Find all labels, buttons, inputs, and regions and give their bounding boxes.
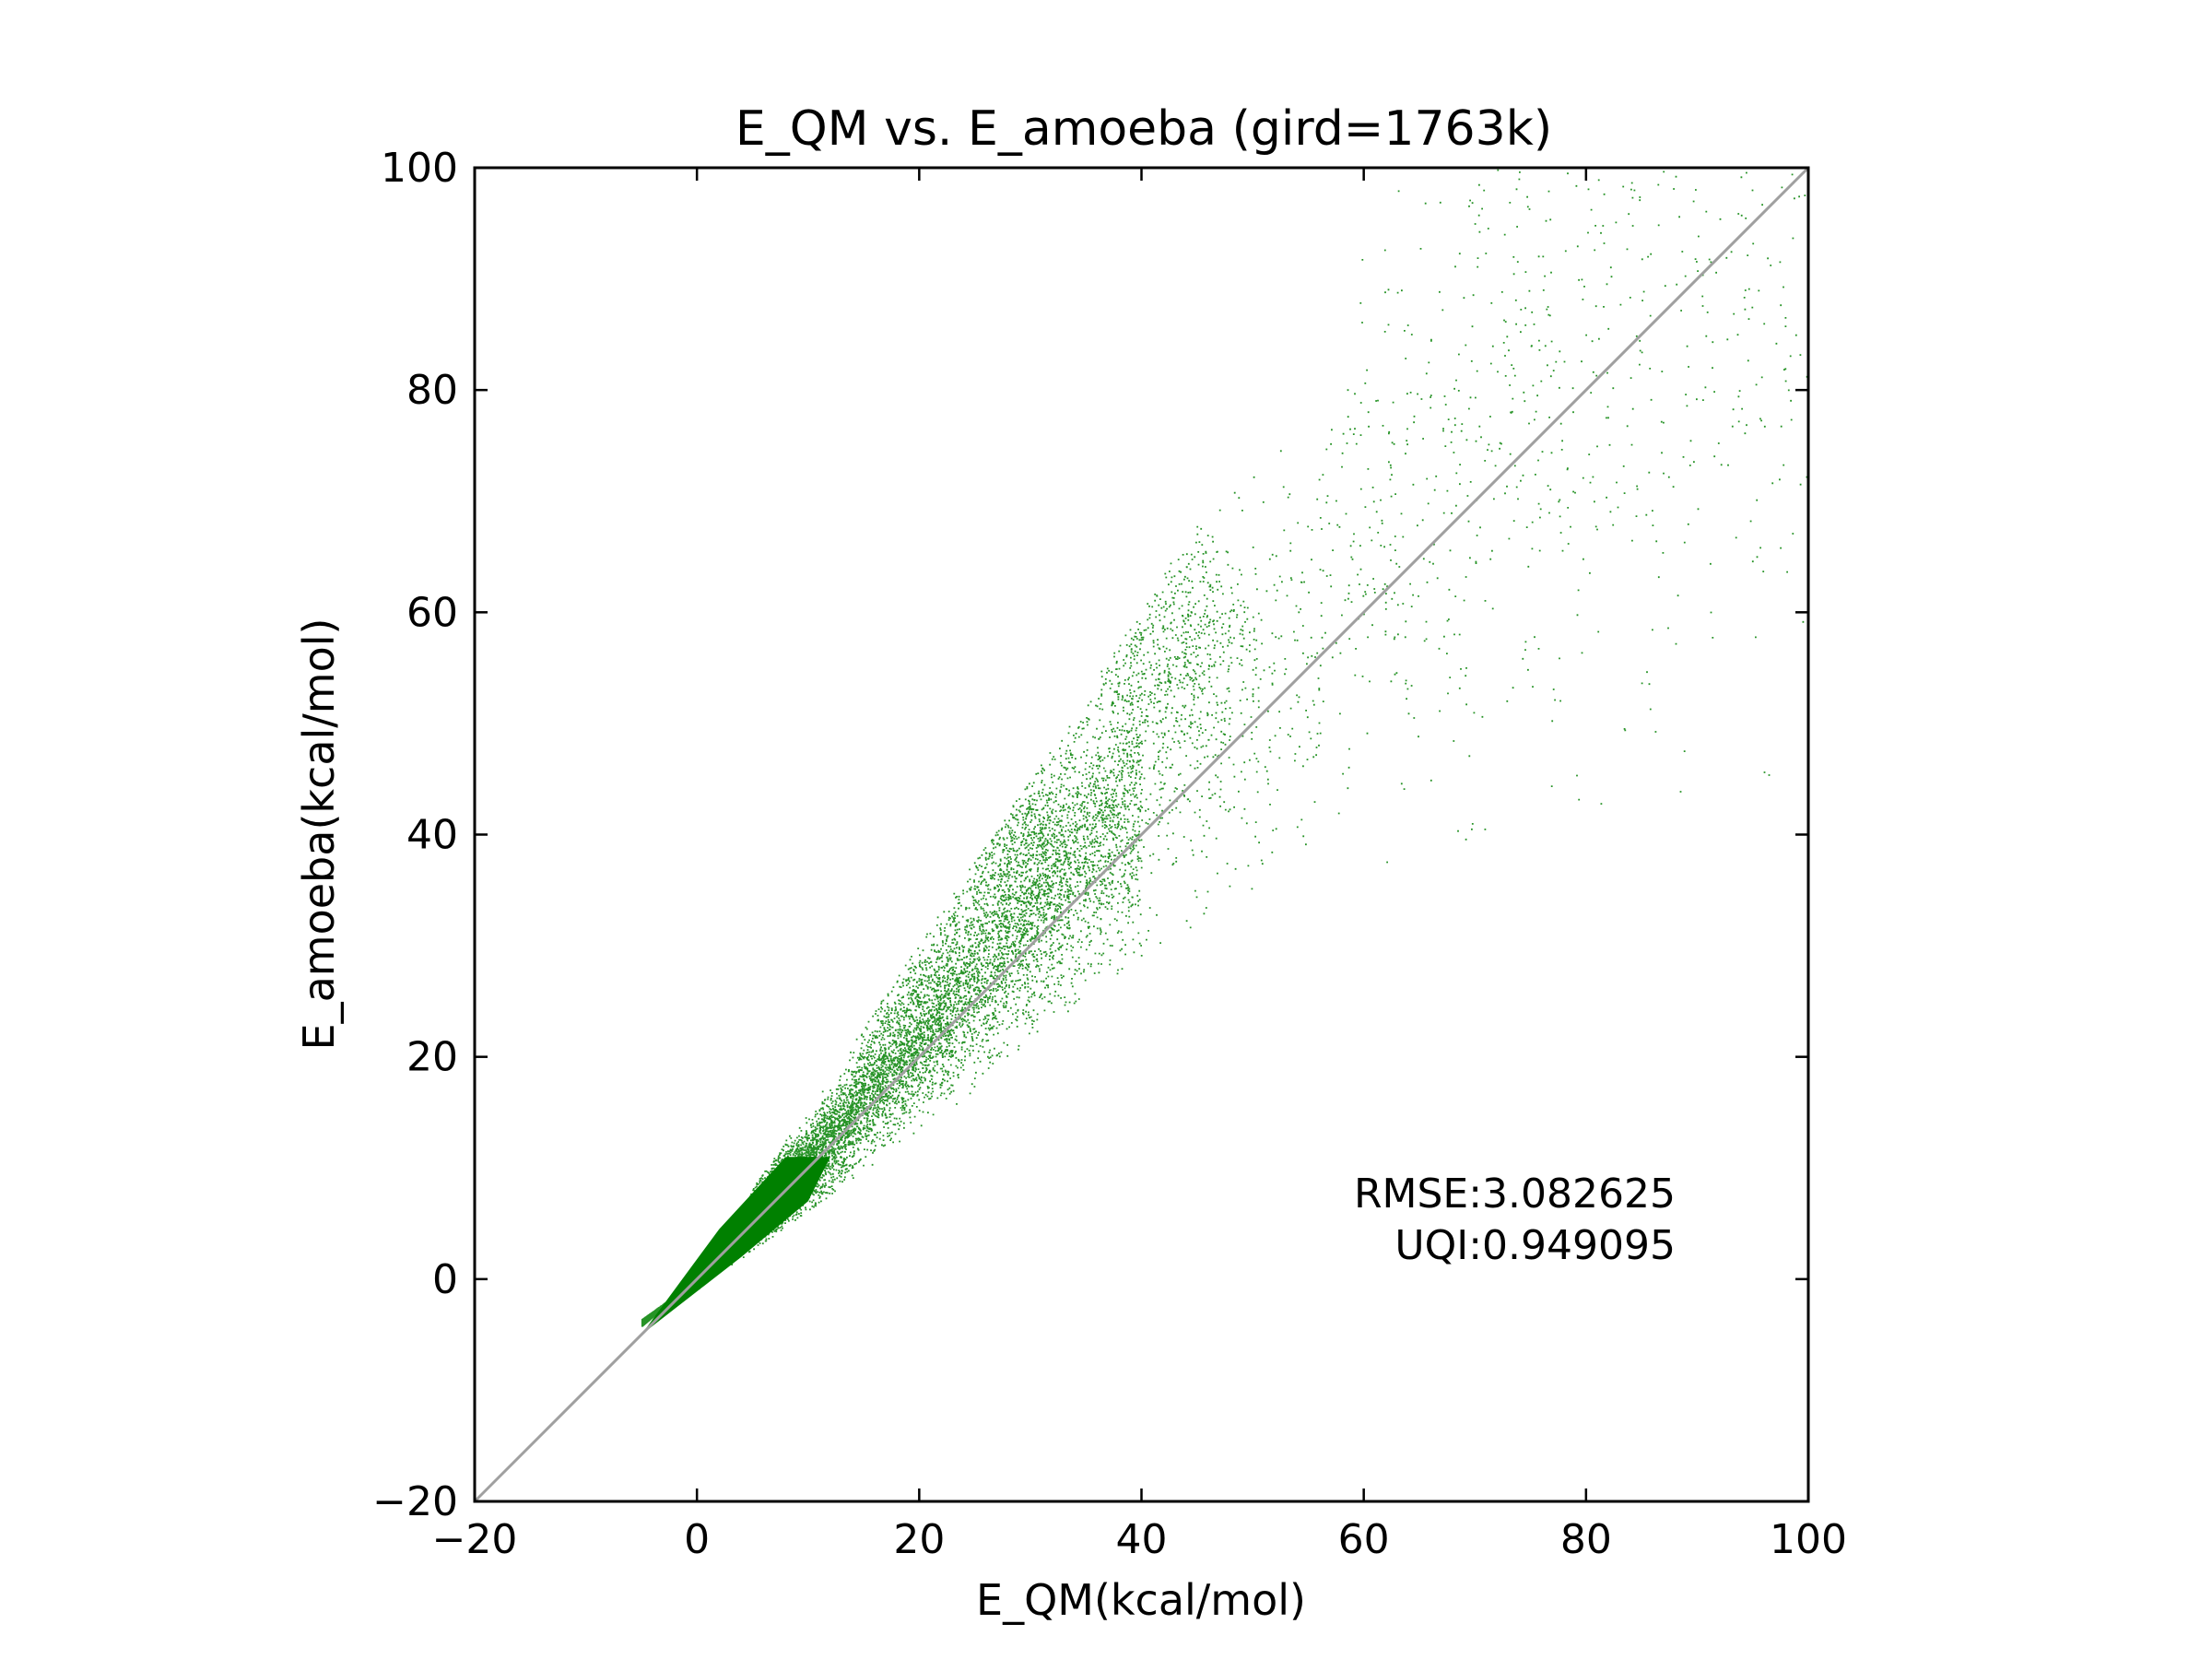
y-tick-label: 100: [381, 145, 458, 192]
x-tick-label: 20: [893, 1516, 945, 1563]
x-tick-label: 40: [1116, 1516, 1168, 1563]
reference-line: [473, 166, 1810, 1503]
x-tick-label: 100: [1770, 1516, 1847, 1563]
scatter-points: [641, 169, 1810, 1327]
y-tick-label: −20: [372, 1478, 458, 1525]
x-tick-label: 80: [1560, 1516, 1612, 1563]
dense-core: [641, 1157, 830, 1335]
y-tick-label: 0: [432, 1256, 458, 1303]
y-axis-label: E_amoeba(kcal/mol): [294, 618, 344, 1051]
y-tick-labels: −20 0 20 40 60 80 100: [372, 145, 458, 1525]
y-tick-label: 80: [406, 367, 458, 414]
chart-title: E_QM vs. E_amoeba (gird=1763k): [735, 101, 1552, 157]
x-tick-label: −20: [432, 1516, 518, 1563]
y-tick-label: 40: [406, 812, 458, 859]
y-tick-label: 20: [406, 1034, 458, 1081]
x-tick-label: 60: [1338, 1516, 1390, 1563]
x-tick-label: 0: [684, 1516, 710, 1563]
data-points: [641, 169, 1810, 1335]
identity-line: [473, 166, 1810, 1503]
axis-ticks: [473, 166, 1810, 1503]
x-tick-labels: −20 0 20 40 60 80 100: [432, 1516, 1847, 1563]
rmse-annotation: RMSE:3.082625: [1354, 1171, 1676, 1218]
x-axis-label: E_QM(kcal/mol): [976, 1575, 1306, 1625]
uqi-annotation: UQI:0.949095: [1394, 1222, 1676, 1269]
y-tick-label: 60: [406, 589, 458, 636]
